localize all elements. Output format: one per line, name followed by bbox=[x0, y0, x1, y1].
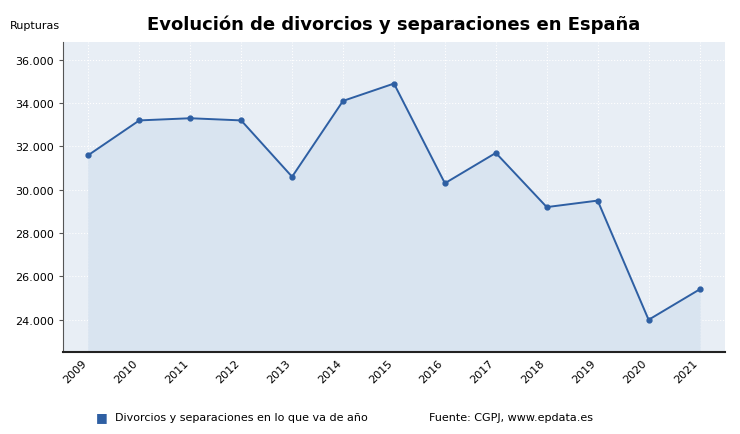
Title: Evolución de divorcios y separaciones en España: Evolución de divorcios y separaciones en… bbox=[147, 15, 641, 33]
Text: Rupturas: Rupturas bbox=[10, 21, 60, 31]
Text: Fuente: CGPJ, www.epdata.es: Fuente: CGPJ, www.epdata.es bbox=[429, 412, 593, 421]
Text: Divorcios y separaciones en lo que va de año: Divorcios y separaciones en lo que va de… bbox=[115, 412, 368, 421]
Text: ■: ■ bbox=[96, 410, 108, 423]
